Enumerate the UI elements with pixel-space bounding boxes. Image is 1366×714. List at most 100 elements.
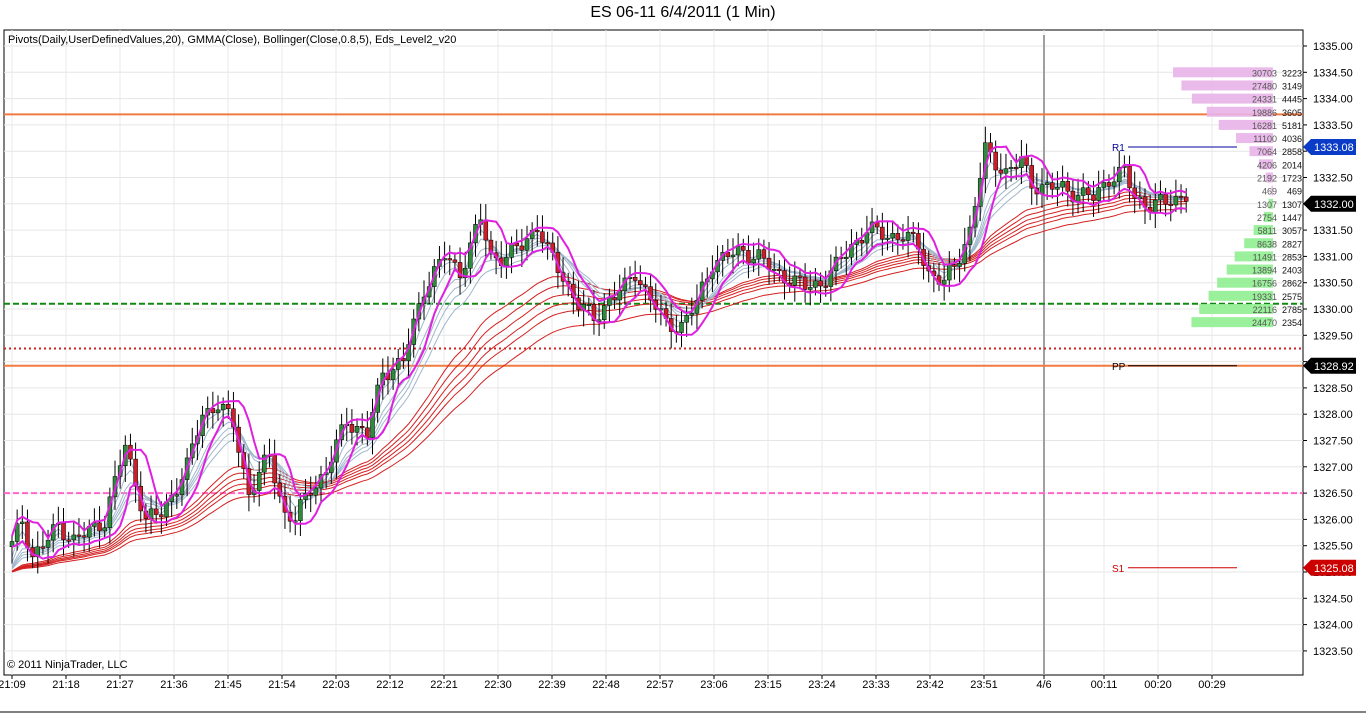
y-tick-label: 1328.50 <box>1313 383 1353 395</box>
candle <box>782 270 787 284</box>
y-tick-label: 1329.50 <box>1313 330 1353 342</box>
x-tick-label: 00:20 <box>1144 679 1172 691</box>
level2-size: 1307 <box>1282 200 1302 210</box>
level2-size: 2575 <box>1282 292 1302 302</box>
price-badge-label: 1328.92 <box>1314 361 1354 373</box>
level2-bar <box>1244 238 1273 249</box>
x-tick-label: 22:57 <box>646 679 674 691</box>
level2-bar <box>1253 225 1273 236</box>
candle <box>174 494 180 497</box>
candle <box>813 280 818 288</box>
candle <box>586 303 592 306</box>
plot-area[interactable] <box>3 29 1304 676</box>
level2-bar <box>1208 290 1273 301</box>
candle <box>1086 187 1091 196</box>
candle <box>761 249 767 259</box>
candle <box>524 238 530 251</box>
level2-cum-size: 16756 <box>1252 279 1277 289</box>
candle <box>1003 168 1009 174</box>
candle <box>859 240 864 244</box>
candle <box>735 246 741 256</box>
y-tick-label: 1326.00 <box>1313 514 1353 526</box>
gmma-short-line <box>11 182 1187 570</box>
candle <box>313 487 319 496</box>
candle <box>1029 165 1034 189</box>
y-tick-label: 1331.00 <box>1313 251 1353 263</box>
x-tick-label: 22:12 <box>376 679 404 691</box>
candle <box>1096 187 1101 201</box>
candle <box>215 409 221 414</box>
candle <box>957 263 962 267</box>
level2-size: 2853 <box>1282 252 1302 262</box>
candle <box>1065 181 1070 192</box>
y-tick-label: 1330.50 <box>1313 278 1353 290</box>
x-tick-label: 21:27 <box>106 679 134 691</box>
candle <box>947 264 952 281</box>
candle <box>993 151 998 171</box>
candle <box>998 169 1004 174</box>
level2-size: 5181 <box>1282 121 1302 131</box>
candle <box>1024 156 1029 166</box>
level2-bar <box>1265 172 1273 183</box>
candle <box>308 492 313 496</box>
candle <box>880 226 885 240</box>
level2-cum-size: 4206 <box>1257 160 1277 170</box>
candle <box>45 539 51 548</box>
candle <box>1091 194 1096 201</box>
candle <box>272 454 277 484</box>
x-tick-label: 22:03 <box>322 679 350 691</box>
candle <box>25 521 30 548</box>
candle <box>66 539 71 542</box>
candle <box>14 523 20 542</box>
candle <box>612 297 617 301</box>
x-tick-label: 00:11 <box>1091 679 1118 691</box>
level2-size: 2014 <box>1282 160 1302 170</box>
candle <box>452 259 458 263</box>
candle <box>1127 165 1132 189</box>
candle <box>133 458 138 487</box>
candle <box>1106 182 1112 187</box>
y-tick-label: 1331.50 <box>1313 225 1353 237</box>
candle <box>818 280 823 287</box>
candle <box>462 267 468 279</box>
level2-bar <box>1191 93 1273 104</box>
candle <box>890 233 895 239</box>
candle <box>895 233 901 240</box>
candle <box>602 305 607 321</box>
candle <box>359 426 365 429</box>
candle <box>741 246 746 251</box>
x-tick-label: 00:29 <box>1198 679 1226 691</box>
y-tick-label: 1332.50 <box>1313 173 1353 185</box>
level2-cum-size: 16281 <box>1252 121 1277 131</box>
price-badge <box>1303 195 1356 212</box>
candle <box>730 254 736 258</box>
level2-size: 2403 <box>1282 266 1302 276</box>
candle <box>1080 187 1086 196</box>
candle <box>447 258 452 261</box>
x-tick-label: 23:51 <box>970 679 998 691</box>
level2-cum-size: 8638 <box>1257 239 1277 249</box>
candle <box>844 256 849 259</box>
candle <box>792 275 798 286</box>
price-badge <box>1303 138 1356 155</box>
candle <box>643 284 648 287</box>
level2-bar <box>1199 304 1273 314</box>
candle <box>61 522 66 541</box>
price-badge <box>1303 559 1356 576</box>
candle <box>1153 199 1158 213</box>
candle <box>71 534 77 541</box>
y-tick-label: 1327.50 <box>1313 436 1353 448</box>
chart-title: ES 06-11 6/4/2011 (1 Min) <box>590 4 776 21</box>
candle <box>1173 196 1179 206</box>
level2-cum-size: 5811 <box>1258 226 1277 236</box>
level2-cum-size: 469 <box>1262 187 1277 197</box>
level2-cum-size: 2192 <box>1257 174 1277 184</box>
price-badge <box>1303 357 1356 374</box>
pivot-label-s1: S1 <box>1112 564 1125 575</box>
candle <box>76 534 82 537</box>
level2-size: 3057 <box>1282 226 1302 236</box>
x-tick-label: 21:45 <box>214 679 242 691</box>
level2-cum-size: 2754 <box>1257 213 1277 223</box>
y-tick-label: 1334.50 <box>1313 67 1353 79</box>
